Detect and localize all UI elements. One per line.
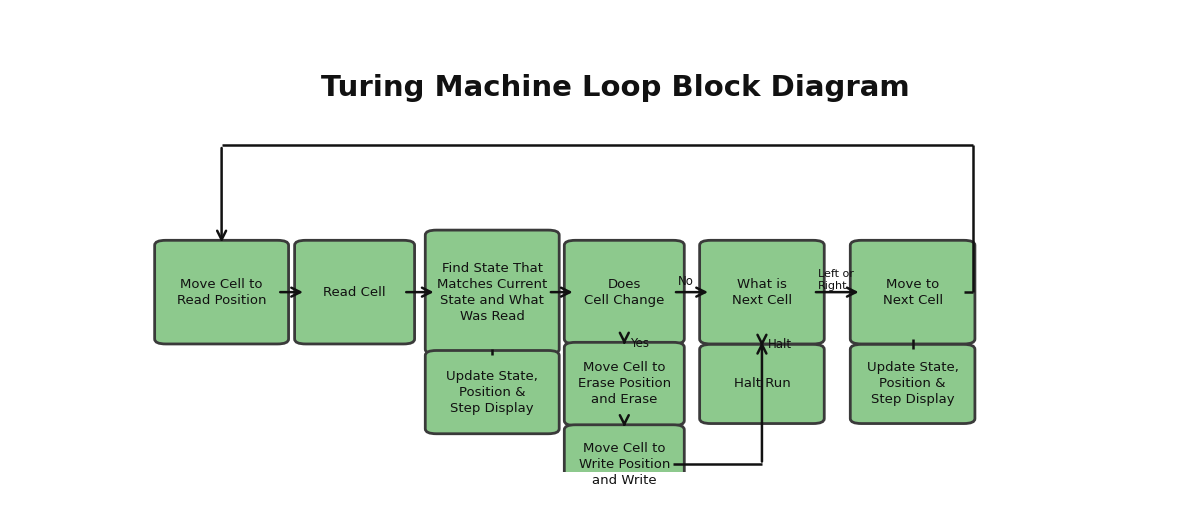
Text: Update State,
Position &
Step Display: Update State, Position & Step Display: [446, 369, 538, 414]
Text: Find State That
Matches Current
State and What
Was Read: Find State That Matches Current State an…: [437, 262, 547, 323]
Text: What is
Next Cell: What is Next Cell: [732, 278, 792, 307]
FancyBboxPatch shape: [425, 230, 559, 354]
FancyBboxPatch shape: [564, 425, 684, 504]
Text: Left or
Right: Left or Right: [817, 269, 853, 290]
FancyBboxPatch shape: [851, 344, 974, 423]
Text: No: No: [678, 276, 694, 288]
Text: Move Cell to
Write Position
and Write: Move Cell to Write Position and Write: [578, 442, 670, 487]
Text: Move Cell to
Erase Position
and Erase: Move Cell to Erase Position and Erase: [577, 361, 671, 407]
Text: Turing Machine Loop Block Diagram: Turing Machine Loop Block Diagram: [320, 74, 910, 102]
Text: Does
Cell Change: Does Cell Change: [584, 278, 665, 307]
FancyBboxPatch shape: [564, 240, 684, 344]
FancyBboxPatch shape: [851, 240, 974, 344]
FancyBboxPatch shape: [700, 240, 824, 344]
Text: Move to
Next Cell: Move to Next Cell: [882, 278, 943, 307]
FancyBboxPatch shape: [700, 344, 824, 423]
FancyBboxPatch shape: [155, 240, 288, 344]
Text: Read Cell: Read Cell: [323, 286, 386, 298]
Text: Update State,
Position &
Step Display: Update State, Position & Step Display: [866, 361, 959, 407]
FancyBboxPatch shape: [425, 350, 559, 434]
FancyBboxPatch shape: [564, 342, 684, 426]
Text: Halt: Halt: [768, 338, 792, 351]
FancyBboxPatch shape: [295, 240, 414, 344]
Text: Yes: Yes: [630, 337, 649, 350]
Text: Move Cell to
Read Position: Move Cell to Read Position: [176, 278, 266, 307]
Text: Halt Run: Halt Run: [733, 377, 791, 391]
